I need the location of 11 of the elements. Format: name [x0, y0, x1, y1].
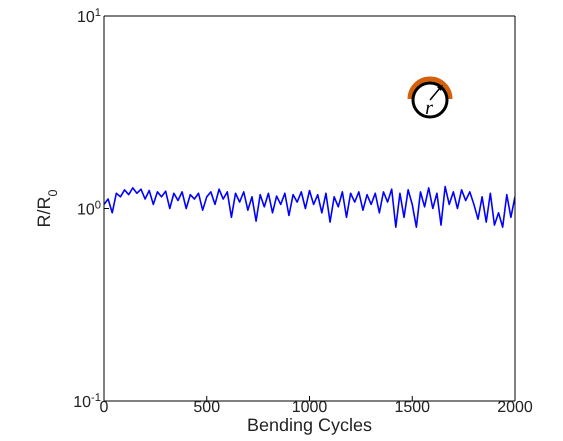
x-tick-label: 1500 [394, 399, 430, 416]
y-tick-label: 10$^{1}$ [76, 7, 101, 26]
annotation: r [425, 97, 434, 119]
x-tick-label: 2000 [497, 399, 533, 416]
line-series [104, 186, 515, 228]
x-tick-label: 500 [193, 399, 220, 416]
x-tick-label: 1000 [292, 399, 328, 416]
y-tick-label: 10$^{-1}$ [73, 392, 101, 411]
x-axis-title: Bending Cycles [246, 415, 372, 435]
y-tick-label: 10$^{0}$ [76, 200, 101, 218]
x-tick-label: 0 [100, 399, 109, 416]
